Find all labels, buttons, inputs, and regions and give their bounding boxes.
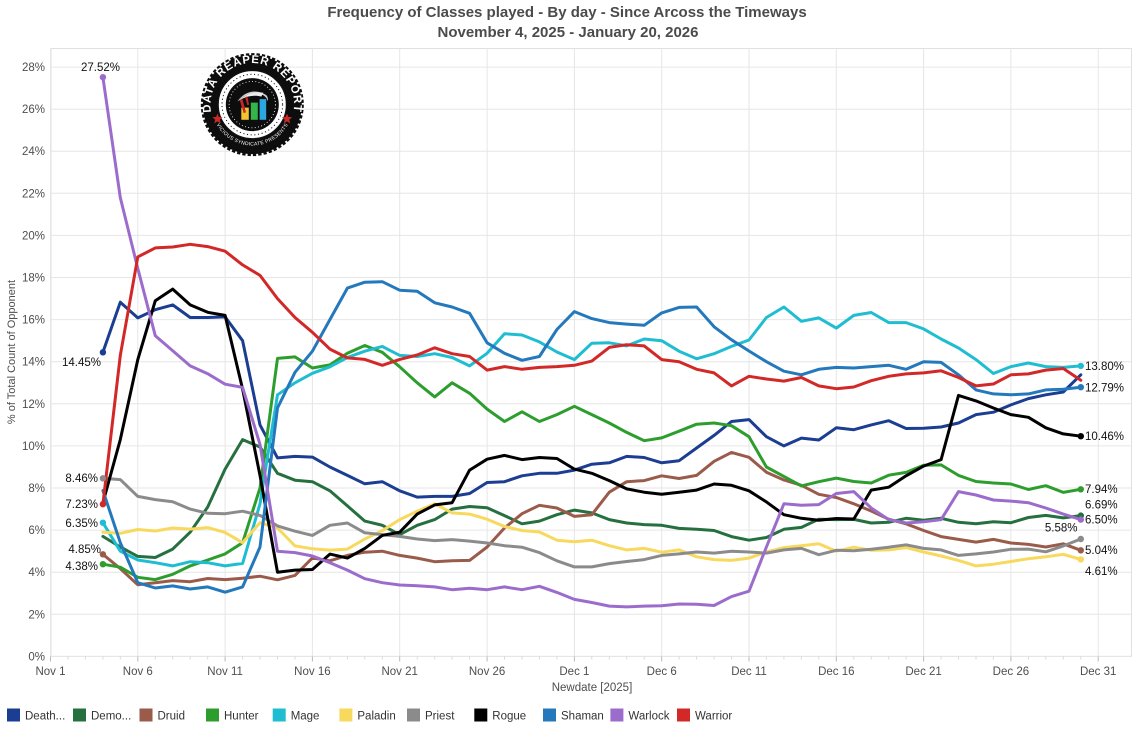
svg-text:20%: 20% [22, 230, 45, 242]
svg-text:14%: 14% [22, 357, 45, 369]
svg-text:Newdate [2025]: Newdate [2025] [552, 682, 633, 694]
svg-text:7.94%: 7.94% [1085, 484, 1118, 496]
svg-text:13.80%: 13.80% [1085, 361, 1124, 373]
svg-text:8%: 8% [28, 483, 45, 495]
svg-text:Dec 16: Dec 16 [818, 666, 854, 678]
svg-text:4.85%: 4.85% [68, 544, 101, 556]
svg-text:0%: 0% [28, 651, 45, 663]
svg-text:2%: 2% [28, 609, 45, 621]
svg-text:Demo...: Demo... [91, 711, 131, 723]
svg-text:18%: 18% [22, 273, 45, 285]
svg-text:Warlock: Warlock [628, 711, 669, 723]
svg-text:8.46%: 8.46% [65, 473, 98, 485]
svg-text:22%: 22% [22, 188, 45, 200]
svg-text:Priest: Priest [425, 711, 455, 723]
svg-text:6%: 6% [28, 525, 45, 537]
svg-text:28%: 28% [22, 62, 45, 74]
svg-text:Dec 31: Dec 31 [1080, 666, 1116, 678]
svg-text:12%: 12% [22, 399, 45, 411]
svg-text:5.58%: 5.58% [1045, 523, 1078, 535]
svg-text:26%: 26% [22, 104, 45, 116]
svg-text:Nov 1: Nov 1 [35, 666, 65, 678]
svg-text:24%: 24% [22, 146, 45, 158]
svg-text:Paladin: Paladin [357, 711, 395, 723]
svg-text:10%: 10% [22, 441, 45, 453]
svg-text:6.35%: 6.35% [65, 518, 98, 530]
svg-text:Hunter: Hunter [224, 711, 259, 723]
svg-text:Druid: Druid [158, 711, 185, 723]
svg-text:Nov 26: Nov 26 [469, 666, 505, 678]
svg-text:5.04%: 5.04% [1085, 545, 1118, 557]
svg-text:Dec 21: Dec 21 [905, 666, 941, 678]
svg-text:12.79%: 12.79% [1085, 383, 1124, 395]
svg-text:6.50%: 6.50% [1085, 515, 1118, 527]
svg-text:10.46%: 10.46% [1085, 431, 1124, 443]
svg-text:Shaman: Shaman [561, 711, 604, 723]
svg-text:14.45%: 14.45% [62, 357, 101, 369]
svg-text:7.23%: 7.23% [65, 499, 98, 511]
svg-text:Death...: Death... [25, 711, 65, 723]
svg-text:Frequency of Classes played -: Frequency of Classes played - By day - S… [327, 4, 806, 21]
svg-text:Dec 6: Dec 6 [647, 666, 677, 678]
svg-text:6.69%: 6.69% [1085, 500, 1118, 512]
svg-text:4%: 4% [28, 567, 45, 579]
svg-text:Warrior: Warrior [695, 711, 732, 723]
svg-text:November 4, 2025 - January 20,: November 4, 2025 - January 20, 2026 [438, 24, 699, 41]
svg-text:% of Total Count of Opponent: % of Total Count of Opponent [6, 280, 18, 424]
svg-text:Rogue: Rogue [492, 711, 526, 723]
svg-text:Dec 11: Dec 11 [731, 666, 767, 678]
svg-text:Nov 6: Nov 6 [123, 666, 153, 678]
svg-text:Nov 11: Nov 11 [207, 666, 243, 678]
svg-text:27.52%: 27.52% [81, 62, 120, 74]
svg-text:Mage: Mage [291, 711, 320, 723]
svg-text:4.38%: 4.38% [65, 561, 98, 573]
svg-text:Dec 26: Dec 26 [993, 666, 1029, 678]
svg-text:4.61%: 4.61% [1085, 566, 1118, 578]
svg-text:Dec 1: Dec 1 [559, 666, 589, 678]
svg-text:16%: 16% [22, 315, 45, 327]
svg-text:Nov 16: Nov 16 [294, 666, 330, 678]
svg-text:Nov 21: Nov 21 [381, 666, 417, 678]
